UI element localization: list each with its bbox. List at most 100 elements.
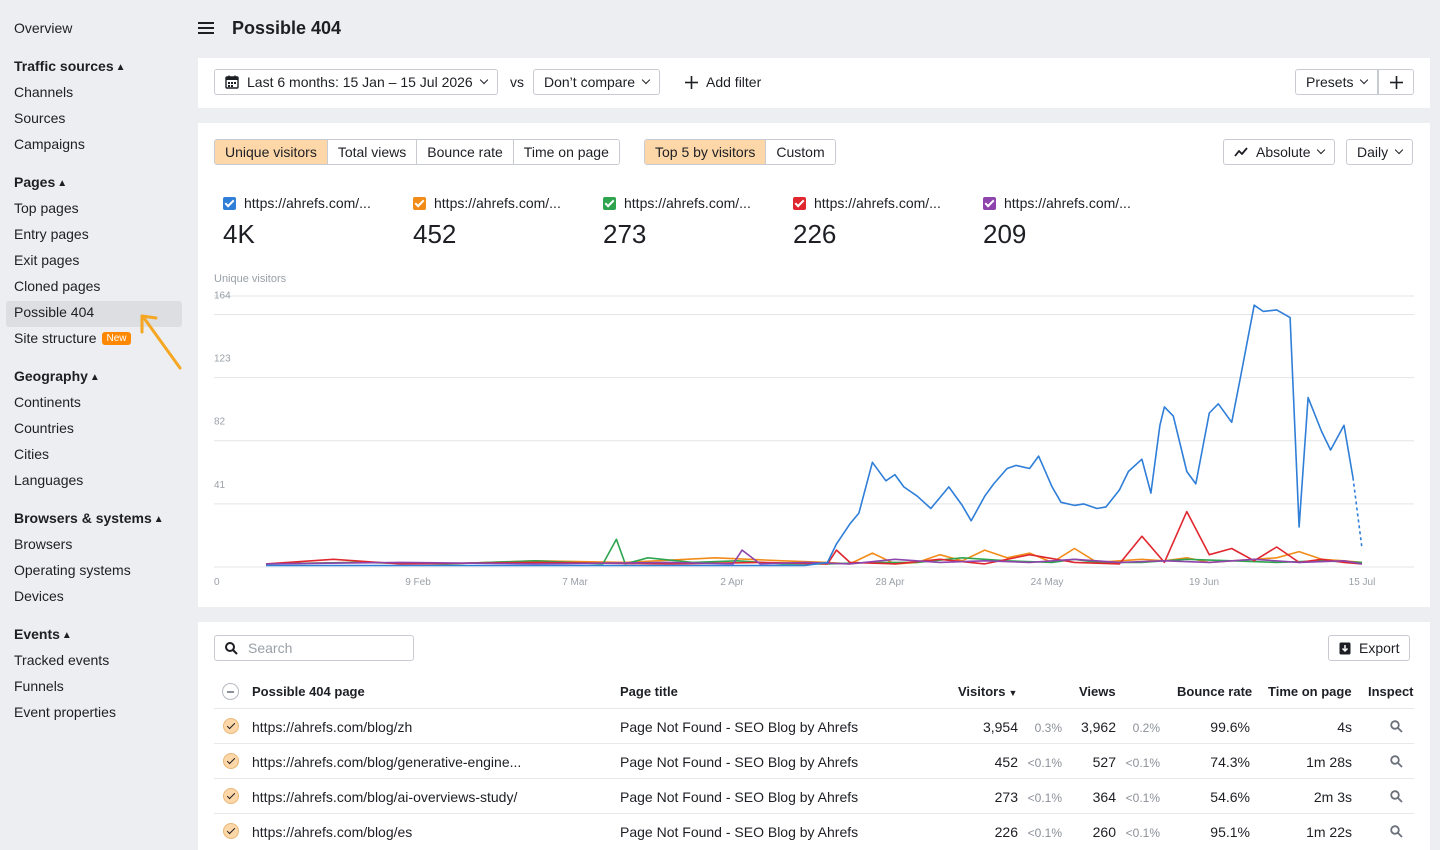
checkbox-icon[interactable] — [603, 196, 616, 210]
sidebar-item-entry-pages[interactable]: Entry pages — [14, 226, 89, 242]
scale-select[interactable]: Absolute — [1223, 139, 1336, 165]
page-title-cell: Page Not Found - SEO Blog by Ahrefs — [620, 754, 859, 770]
page-header: Possible 404 — [198, 14, 341, 42]
sidebar-section-browsers-systems[interactable]: Browsers & systems ▲ — [0, 507, 190, 533]
menu-icon[interactable] — [198, 22, 214, 34]
sidebar-item-languages[interactable]: Languages — [14, 472, 84, 488]
sidebar-item-overview[interactable]: Overview — [14, 20, 73, 36]
sidebar-item-funnels[interactable]: Funnels — [14, 678, 64, 694]
line-chart[interactable]: 0 41 82 123 164 9 Feb 7 Mar 2 Apr 28 Apr 24 May 19… — [198, 123, 1430, 607]
calendar-icon — [225, 75, 239, 89]
sidebar-item-channels[interactable]: Channels — [14, 84, 74, 100]
inspect-icon[interactable] — [1390, 790, 1403, 803]
tab-unique-visitors[interactable]: Unique visitors — [215, 140, 328, 164]
column-header-time[interactable]: Time on page — [1268, 684, 1352, 699]
section-title: Browsers & systems — [14, 510, 152, 526]
checkbox-icon[interactable] — [983, 196, 996, 210]
table-row[interactable]: https://ahrefs.com/blog/generative-engin… — [214, 743, 1414, 778]
sidebar-section-events[interactable]: Events ▲ — [0, 623, 190, 649]
x-tick-label: 2 Apr — [720, 577, 744, 588]
presets-select[interactable]: Presets — [1295, 69, 1379, 95]
page-title-cell: Page Not Found - SEO Blog by Ahrefs — [620, 719, 859, 735]
sidebar-item-sources[interactable]: Sources — [14, 110, 66, 126]
presets-label: Presets — [1306, 74, 1354, 90]
column-header-title[interactable]: Page title — [620, 684, 678, 699]
sidebar-item-continents[interactable]: Continents — [14, 394, 81, 410]
sidebar-item-possible-404[interactable]: Possible 404 — [6, 301, 182, 327]
compare-select[interactable]: Don’t compare — [533, 69, 661, 95]
legend-label: https://ahrefs.com/... — [244, 195, 371, 211]
checkbox-icon[interactable] — [793, 196, 806, 210]
select-all-checkbox[interactable] — [222, 683, 239, 700]
page-url[interactable]: https://ahrefs.com/blog/zh — [252, 719, 413, 735]
sidebar: Overview Traffic sources ▲ Channels Sourc… — [0, 0, 190, 850]
sidebar-section-pages[interactable]: Pages ▲ — [0, 171, 190, 197]
visitors-pct: <0.1% — [1027, 791, 1062, 805]
sidebar-item-operating-systems[interactable]: Operating systems — [14, 562, 131, 578]
bounce-value: 74.3% — [1210, 754, 1250, 770]
column-header-page[interactable]: Possible 404 page — [252, 684, 365, 699]
tab-time-on-page[interactable]: Time on page — [523, 144, 609, 160]
granularity-select[interactable]: Daily — [1346, 139, 1414, 165]
sidebar-item-exit-pages[interactable]: Exit pages — [14, 252, 80, 268]
sidebar-item-tracked-events[interactable]: Tracked events — [14, 652, 110, 668]
page-url[interactable]: https://ahrefs.com/blog/generative-engin… — [252, 754, 522, 770]
sidebar-item-cloned-pages[interactable]: Cloned pages — [14, 278, 101, 294]
inspect-icon[interactable] — [1390, 825, 1403, 838]
search-input[interactable]: Search — [214, 635, 414, 661]
page-url[interactable]: https://ahrefs.com/blog/es — [252, 824, 413, 840]
checkbox-icon[interactable] — [223, 196, 236, 210]
vs-label: vs — [510, 74, 524, 90]
sidebar-item-countries[interactable]: Countries — [14, 420, 74, 436]
row-checkbox[interactable] — [223, 788, 239, 804]
y-tick-label: 164 — [214, 290, 231, 301]
checkbox-icon[interactable] — [413, 196, 426, 210]
legend-item[interactable]: https://ahrefs.com/... 209 — [983, 195, 1131, 250]
sidebar-item-label: Site structure — [14, 330, 97, 346]
sidebar-item-top-pages[interactable]: Top pages — [14, 200, 79, 216]
add-preset-button[interactable] — [1378, 69, 1414, 95]
tab-custom[interactable]: Custom — [776, 144, 825, 160]
legend-value: 4K — [223, 219, 255, 249]
section-title: Events — [14, 626, 60, 642]
y-tick-label: 82 — [214, 417, 226, 428]
tab-bounce-rate[interactable]: Bounce rate — [417, 140, 514, 164]
legend-label: https://ahrefs.com/... — [624, 195, 751, 211]
sidebar-section-geography[interactable]: Geography ▲ — [0, 365, 190, 391]
sidebar-item-devices[interactable]: Devices — [14, 588, 64, 604]
inspect-icon[interactable] — [1390, 720, 1403, 733]
tab-total-views[interactable]: Total views — [328, 140, 418, 164]
table-row[interactable]: https://ahrefs.com/blog/zh Page Not Foun… — [214, 708, 1414, 743]
sidebar-item-cities[interactable]: Cities — [14, 446, 50, 462]
table-row[interactable]: https://ahrefs.com/blog/ai-overviews-stu… — [214, 778, 1414, 813]
inspect-icon[interactable] — [1390, 755, 1403, 768]
y-tick-label: 123 — [214, 354, 231, 365]
chevron-up-icon: ▲ — [153, 514, 164, 525]
download-icon — [1339, 642, 1351, 654]
row-checkbox[interactable] — [223, 718, 239, 734]
column-header-bounce[interactable]: Bounce rate — [1177, 684, 1253, 699]
row-checkbox[interactable] — [223, 823, 239, 839]
table-row[interactable]: https://ahrefs.com/blog/es Page Not Foun… — [214, 813, 1414, 848]
sidebar-item-browsers[interactable]: Browsers — [14, 536, 73, 552]
tab-top-5[interactable]: Top 5 by visitors — [645, 140, 767, 164]
export-button[interactable]: Export — [1328, 635, 1411, 661]
legend-item[interactable]: https://ahrefs.com/... 273 — [603, 195, 751, 250]
date-range-select[interactable]: Last 6 months: 15 Jan – 15 Jul 2026 — [214, 69, 498, 95]
column-header-views[interactable]: Views — [1079, 684, 1116, 699]
row-checkbox[interactable] — [223, 753, 239, 769]
new-badge: New — [102, 332, 131, 345]
chart-panel: Unique visitors Total views Bounce rate … — [198, 123, 1430, 607]
legend-item[interactable]: https://ahrefs.com/... 452 — [413, 195, 561, 250]
export-label: Export — [1359, 640, 1400, 656]
legend-item[interactable]: https://ahrefs.com/... 226 — [793, 195, 941, 250]
chevron-up-icon: ▲ — [57, 178, 68, 189]
page-url[interactable]: https://ahrefs.com/blog/ai-overviews-stu… — [252, 789, 518, 805]
sidebar-item-campaigns[interactable]: Campaigns — [14, 136, 85, 152]
column-header-visitors[interactable]: Visitors ▼ — [958, 684, 1017, 699]
sidebar-item-event-properties[interactable]: Event properties — [14, 704, 116, 720]
sidebar-section-traffic-sources[interactable]: Traffic sources ▲ — [0, 55, 190, 81]
add-filter-button[interactable]: Add filter — [674, 69, 773, 95]
sidebar-item-site-structure[interactable]: Site structure New — [6, 327, 182, 353]
legend-item[interactable]: https://ahrefs.com/... 4K — [223, 195, 371, 250]
